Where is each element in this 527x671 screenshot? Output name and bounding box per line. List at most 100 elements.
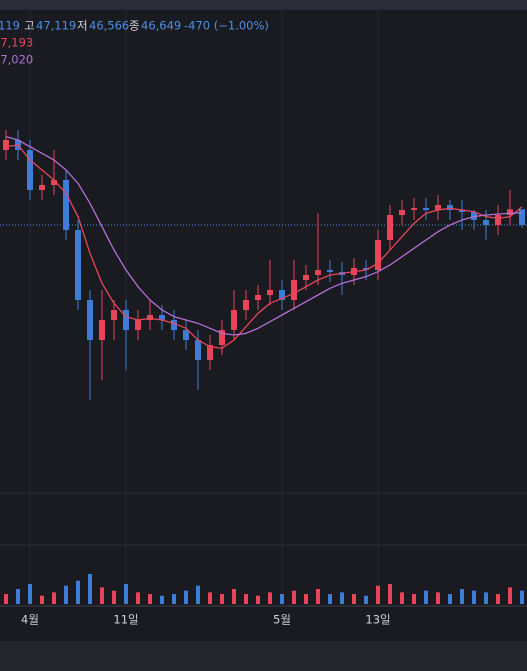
- volume-bar: [16, 589, 20, 604]
- header-close: 46,649: [141, 19, 181, 33]
- candle-body: [507, 209, 513, 215]
- top-bar: [0, 0, 527, 10]
- volume-bar: [220, 594, 224, 604]
- volume-bar: [436, 592, 440, 604]
- candle-body: [483, 220, 489, 225]
- x-tick-label: 13일: [365, 613, 390, 627]
- candle-body: [147, 315, 153, 320]
- header-label: 종: [129, 19, 140, 33]
- volume-bar: [448, 594, 452, 604]
- candle-body: [303, 275, 309, 280]
- volume-bar: [88, 574, 92, 604]
- candle-body: [183, 330, 189, 340]
- volume-bar: [508, 587, 512, 604]
- candle-body: [255, 295, 261, 300]
- x-tick-label: 4월: [21, 613, 39, 627]
- candle-body: [279, 290, 285, 300]
- ma-long-label: 47,020: [0, 53, 33, 67]
- candle-body: [411, 208, 417, 210]
- candle-body: [291, 280, 297, 300]
- header-label: 저: [77, 19, 88, 33]
- candle-body: [51, 180, 57, 185]
- candle-body: [99, 320, 105, 340]
- candle-body: [375, 240, 381, 270]
- candle-body: [399, 210, 405, 215]
- volume-bar: [40, 595, 44, 604]
- volume-bar: [364, 595, 368, 604]
- candle-body: [75, 230, 81, 300]
- volume-bar: [64, 585, 68, 604]
- candle-body: [471, 212, 477, 220]
- volume-bar: [460, 589, 464, 604]
- volume-bar: [4, 594, 8, 604]
- volume-bar: [124, 584, 128, 604]
- header-label: 고: [24, 19, 35, 33]
- candle-body: [519, 209, 525, 226]
- bottom-bar: [0, 641, 527, 671]
- header-low: 46,566: [89, 19, 129, 33]
- volume-bar: [388, 584, 392, 604]
- candle-body: [171, 320, 177, 330]
- volume-bar: [196, 585, 200, 604]
- volume-bar: [304, 594, 308, 604]
- volume-bar: [136, 592, 140, 604]
- volume-bar: [352, 594, 356, 604]
- candle-body: [387, 215, 393, 240]
- volume-bar: [148, 594, 152, 604]
- candle-body: [3, 140, 9, 150]
- volume-bar: [328, 594, 332, 604]
- volume-bar: [316, 589, 320, 604]
- candle-body: [111, 310, 117, 320]
- candle-body: [243, 300, 249, 310]
- volume-bar: [268, 592, 272, 604]
- volume-bar: [484, 592, 488, 604]
- x-tick-label: 5월: [273, 613, 291, 627]
- header-change: -470 (−1.00%): [184, 19, 269, 33]
- volume-bar: [412, 594, 416, 604]
- ma-line: [5, 136, 523, 336]
- candle-body: [135, 320, 141, 330]
- header-high: 47,119: [36, 19, 76, 33]
- candle-body: [447, 205, 453, 210]
- volume-bar: [340, 592, 344, 604]
- volume-bar: [292, 590, 296, 604]
- candle-body: [207, 345, 213, 360]
- candle-body: [159, 315, 165, 320]
- volume-bar: [424, 590, 428, 604]
- volume-bar: [472, 590, 476, 604]
- volume-bar: [160, 595, 164, 604]
- x-tick-label: 11일: [113, 613, 138, 627]
- volume-bar: [100, 587, 104, 604]
- candle-body: [267, 290, 273, 295]
- volume-bar: [376, 585, 380, 604]
- candle-body: [123, 310, 129, 330]
- candle-body: [219, 330, 225, 345]
- candle-body: [27, 150, 33, 190]
- volume-bar: [244, 594, 248, 604]
- volume-bar: [280, 594, 284, 604]
- candle-body: [231, 310, 237, 330]
- candle-body: [195, 340, 201, 360]
- ma-line: [5, 144, 523, 350]
- volume-bar: [28, 584, 32, 604]
- volume-bar: [496, 594, 500, 604]
- volume-bar: [256, 595, 260, 604]
- candle-body: [459, 210, 465, 212]
- volume-bar: [520, 590, 524, 604]
- candle-body: [423, 208, 429, 210]
- volume-bar: [172, 594, 176, 604]
- ma-short-label: 47,193: [0, 36, 33, 50]
- candle-body: [39, 185, 45, 190]
- candle-body: [363, 268, 369, 270]
- volume-bar: [208, 592, 212, 604]
- volume-bar: [76, 580, 80, 604]
- volume-bar: [52, 592, 56, 604]
- header-open: 119: [0, 19, 20, 33]
- volume-bar: [112, 590, 116, 604]
- candle-body: [87, 300, 93, 340]
- candle-body: [327, 270, 333, 272]
- candle-body: [495, 215, 501, 225]
- volume-bar: [184, 590, 188, 604]
- candle-body: [435, 205, 441, 210]
